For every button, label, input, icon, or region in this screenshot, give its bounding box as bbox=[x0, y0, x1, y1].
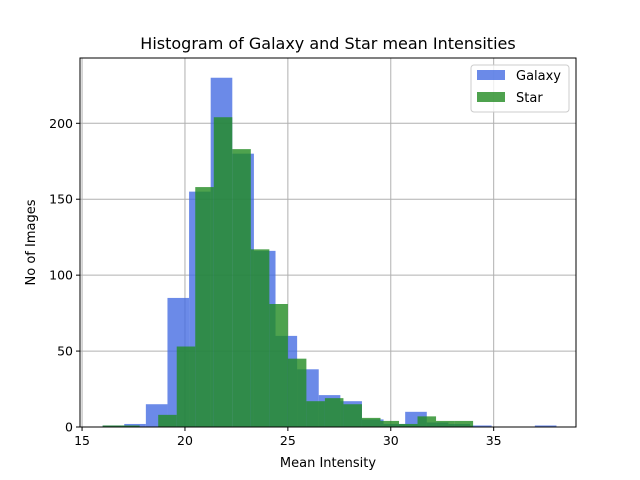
star-bar bbox=[436, 420, 455, 427]
legend: Galaxy Star bbox=[470, 64, 570, 113]
star-bar bbox=[417, 416, 437, 427]
galaxy-bar bbox=[534, 425, 557, 427]
x-tick-label: 30 bbox=[383, 433, 399, 448]
star-bar bbox=[380, 420, 400, 427]
star-bar bbox=[102, 425, 122, 427]
y-tick-label: 150 bbox=[49, 192, 73, 207]
y-axis-label: No of Images bbox=[24, 199, 39, 285]
legend-swatch-galaxy bbox=[477, 70, 505, 80]
legend-swatch-star bbox=[477, 92, 505, 102]
star-bar bbox=[250, 249, 270, 427]
y-tick-label: 100 bbox=[49, 268, 73, 283]
star-bar bbox=[306, 401, 325, 427]
axis-ticks: 15 20 25 30 35 0 50 100 150 200 bbox=[49, 116, 501, 448]
x-tick-label: 25 bbox=[280, 433, 296, 448]
x-axis-label: Mean Intensity bbox=[280, 456, 376, 471]
star-series bbox=[102, 117, 474, 427]
x-tick-label: 35 bbox=[486, 433, 502, 448]
y-tick-label: 200 bbox=[49, 116, 73, 131]
y-tick-label: 50 bbox=[57, 344, 73, 359]
star-bar bbox=[158, 414, 177, 427]
star-bar bbox=[343, 404, 362, 427]
star-bar bbox=[361, 417, 381, 427]
star-bar bbox=[232, 149, 251, 427]
legend-label-star: Star bbox=[516, 91, 543, 106]
y-tick-label: 0 bbox=[65, 420, 73, 435]
star-bar bbox=[121, 425, 140, 427]
star-bar bbox=[454, 420, 474, 427]
plot-frame bbox=[79, 57, 577, 428]
star-bar bbox=[324, 398, 344, 427]
star-bar bbox=[269, 304, 288, 427]
star-bar bbox=[176, 346, 196, 427]
x-tick-label: 15 bbox=[74, 433, 90, 448]
star-bar bbox=[213, 117, 233, 427]
galaxy-bar bbox=[470, 425, 492, 427]
star-bar bbox=[287, 358, 307, 427]
legend-label-galaxy: Galaxy bbox=[516, 69, 561, 84]
x-tick-label: 20 bbox=[177, 433, 193, 448]
star-bar bbox=[195, 187, 214, 427]
star-bar bbox=[399, 423, 418, 427]
chart-title: Histogram of Galaxy and Star mean Intens… bbox=[140, 34, 515, 53]
